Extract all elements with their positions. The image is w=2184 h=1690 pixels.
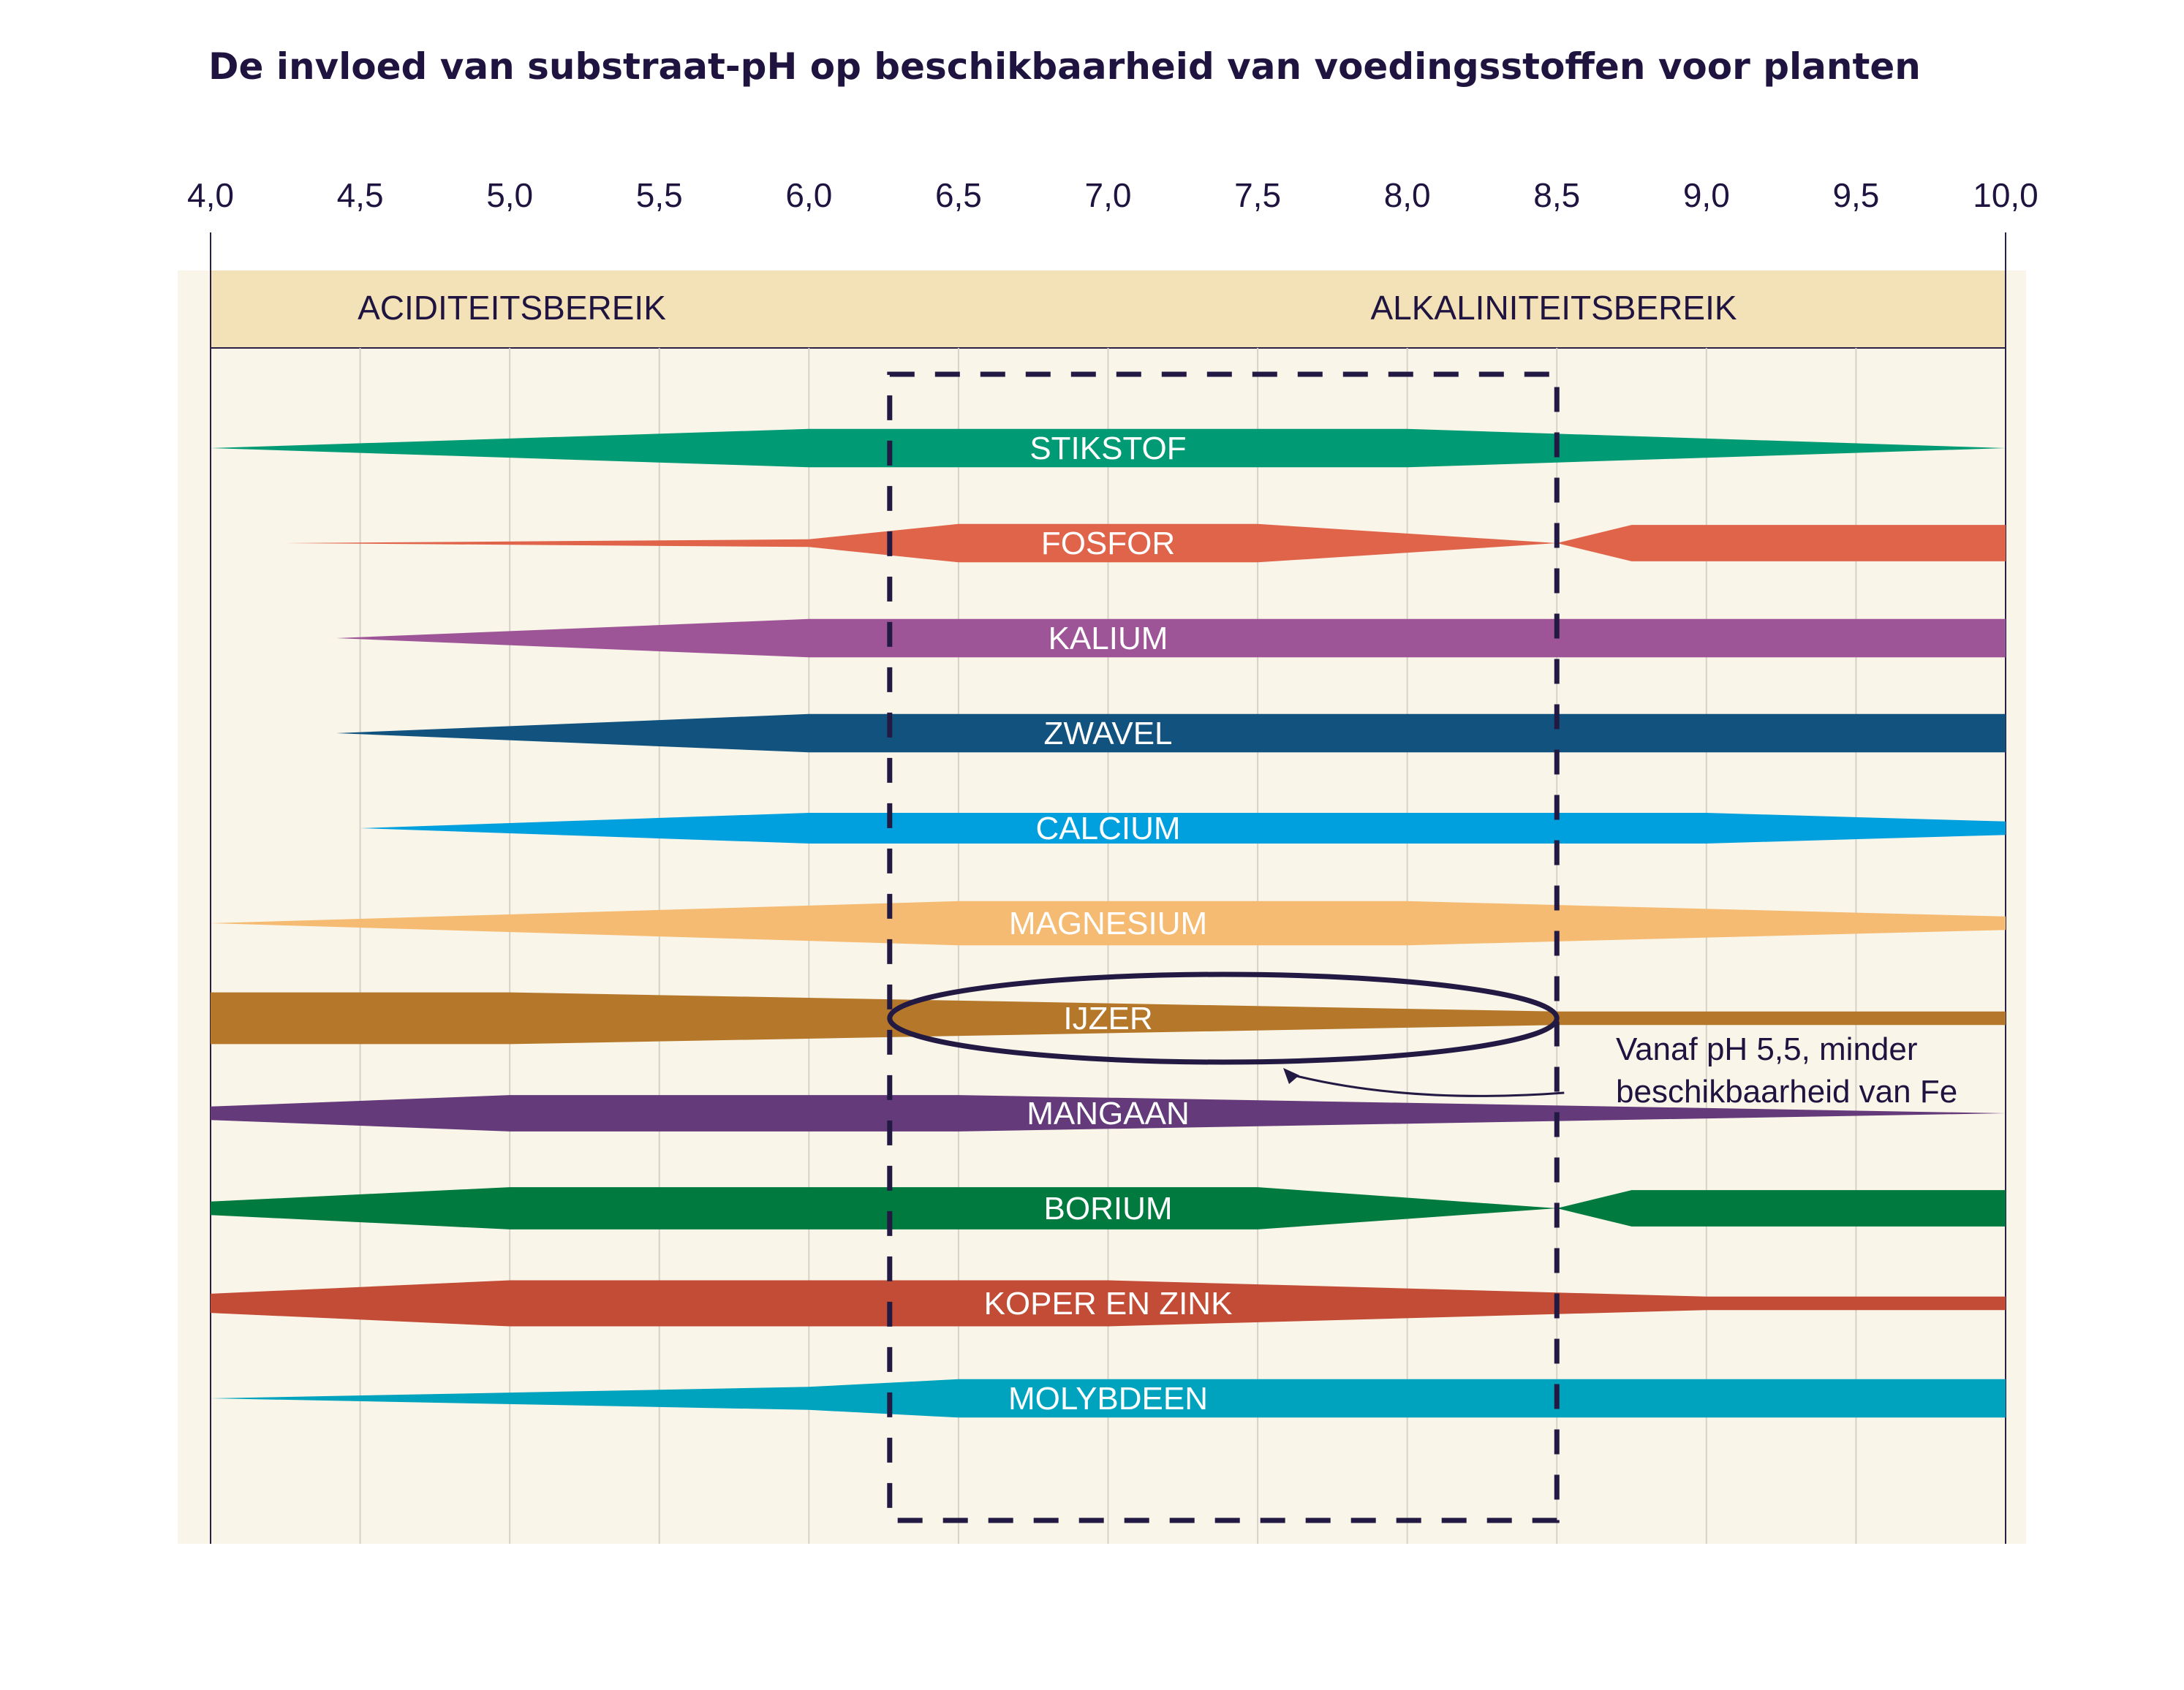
nutrient-bands <box>211 428 2006 1418</box>
x-tick-label: 8,5 <box>1533 176 1580 214</box>
band-label-fosfor: FOSFOR <box>1041 526 1175 561</box>
x-tick-label: 10,0 <box>1973 176 2038 214</box>
x-tick-label: 5,5 <box>636 176 683 214</box>
nutrient-labels: STIKSTOF FOSFOR KALIUM ZWAVEL CALCIUM MAGNESI… <box>984 431 1233 1417</box>
annotation: Vanaf pH 5,5, minder beschikbaarheid van… <box>1616 1031 1957 1110</box>
x-tick-label: 8,0 <box>1384 176 1431 214</box>
x-tick-label: 4,5 <box>337 176 384 214</box>
range-header-strip <box>211 270 2006 348</box>
band-label-molybdeen: MOLYBDEEN <box>1008 1381 1208 1417</box>
band-koper-en-zink <box>211 1280 2006 1327</box>
band-zwavel <box>336 713 2006 753</box>
highlight-ellipse <box>887 971 1560 1065</box>
x-tick-label: 4,0 <box>187 176 234 214</box>
x-tick-label: 7,5 <box>1234 176 1281 214</box>
x-tick-label: 7,0 <box>1085 176 1132 214</box>
band-mangaan <box>211 1095 2006 1132</box>
range-header: ACIDITEITSBEREIK ALKALINITEITSBEREIK <box>358 289 1737 327</box>
band-label-stikstof: STIKSTOF <box>1029 431 1186 466</box>
acid-range-label: ACIDITEITSBEREIK <box>358 289 666 327</box>
band-borium <box>211 1187 2006 1229</box>
band-label-koper-en-zink: KOPER EN ZINK <box>984 1286 1233 1322</box>
x-tick-label: 9,5 <box>1832 176 1879 214</box>
x-tick-label: 9,0 <box>1683 176 1730 214</box>
band-label-calcium: CALCIUM <box>1035 811 1180 846</box>
overlay <box>887 371 1565 1523</box>
band-kalium <box>336 618 2006 658</box>
band-label-ijzer: IJZER <box>1063 1001 1152 1037</box>
x-tick-label: 5,0 <box>486 176 533 214</box>
band-calcium <box>360 813 2006 844</box>
annotation-arrow-head <box>1283 1068 1299 1084</box>
band-label-borium: BORIUM <box>1044 1191 1173 1227</box>
annotation-arrow-line <box>1287 1072 1565 1097</box>
band-label-zwavel: ZWAVEL <box>1043 716 1172 751</box>
x-tick-label: 6,5 <box>935 176 982 214</box>
band-label-mangaan: MANGAAN <box>1027 1096 1189 1132</box>
band-label-magnesium: MAGNESIUM <box>1009 906 1207 941</box>
band-label-kalium: KALIUM <box>1048 621 1168 656</box>
optimal-range-box <box>887 371 1560 1523</box>
plot-background <box>178 270 2026 1544</box>
annotation-line-1: Vanaf pH 5,5, minder <box>1616 1031 1918 1067</box>
chart-title: De invloed van substraat-pH op beschikba… <box>208 45 1921 88</box>
x-axis-ticks: 4,0 4,5 5,0 5,5 6,0 6,5 7,0 7,5 8,0 8,5 9,0 9,5 10,0 <box>187 176 2038 214</box>
annotation-line-2: beschikbaarheid van Fe <box>1616 1074 1957 1110</box>
band-fosfor <box>285 523 2006 563</box>
band-ijzer <box>211 992 2006 1045</box>
x-tick-label: 6,0 <box>785 176 832 214</box>
alkaline-range-label: ALKALINITEITSBEREIK <box>1370 289 1737 327</box>
